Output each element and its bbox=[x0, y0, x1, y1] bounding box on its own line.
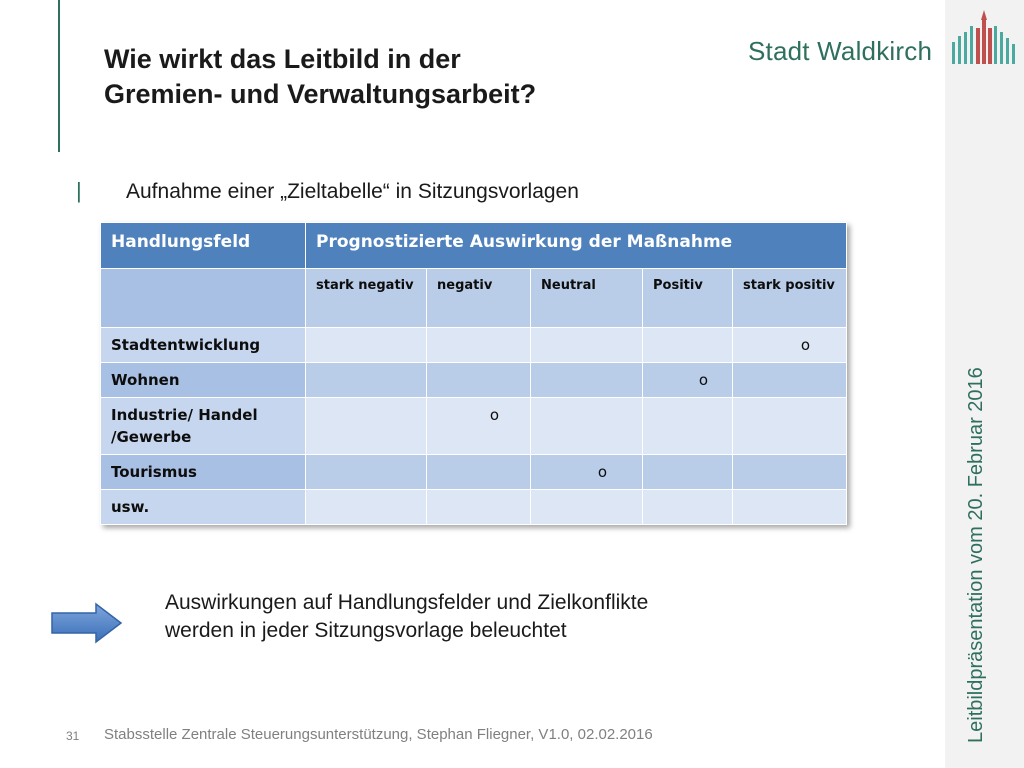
table-row: Stadtentwicklung o bbox=[100, 327, 847, 363]
rating-cell bbox=[530, 327, 643, 363]
header-auswirkung: Prognostizierte Auswirkung der Maßnahme bbox=[305, 222, 847, 269]
rating-cell bbox=[305, 327, 427, 363]
goal-table: Handlungsfeld Prognostizierte Auswirkung… bbox=[100, 222, 847, 525]
bullet-text: Aufnahme einer „Zieltabelle“ in Sitzungs… bbox=[126, 180, 579, 203]
rating-cell bbox=[426, 489, 531, 525]
table-row: Industrie/ Handel /Gewerbe o bbox=[100, 397, 847, 455]
subheader-cell: stark negativ bbox=[305, 268, 427, 328]
rating-cell bbox=[305, 362, 427, 398]
subheader-empty bbox=[100, 268, 306, 328]
rating-cell bbox=[732, 489, 847, 525]
footer-text: Stabsstelle Zentrale Steuerungsunterstüt… bbox=[104, 726, 653, 743]
rating-cell bbox=[305, 454, 427, 490]
rating-cell bbox=[530, 362, 643, 398]
rating-cell bbox=[305, 397, 427, 455]
rating-cell bbox=[642, 397, 733, 455]
rating-cell: o bbox=[530, 454, 643, 490]
right-arrow-icon bbox=[51, 602, 123, 644]
subheader-cell: negativ bbox=[426, 268, 531, 328]
rating-cell: o bbox=[426, 397, 531, 455]
page-number: 31 bbox=[66, 729, 80, 743]
row-label: Tourismus bbox=[100, 454, 306, 490]
title-line-1: Wie wirkt das Leitbild in der bbox=[104, 44, 461, 74]
table-subheader-row: stark negativ negativ Neutral Positiv st… bbox=[100, 268, 847, 328]
rating-cell bbox=[642, 489, 733, 525]
rating-cell bbox=[642, 327, 733, 363]
rating-cell bbox=[305, 489, 427, 525]
note-line-1: Auswirkungen auf Handlungsfelder und Zie… bbox=[165, 591, 649, 614]
rating-cell: o bbox=[642, 362, 733, 398]
table-row: Wohnen o bbox=[100, 362, 847, 398]
row-label: Industrie/ Handel /Gewerbe bbox=[100, 397, 306, 455]
rating-cell bbox=[426, 362, 531, 398]
bullet-marker: | bbox=[76, 178, 82, 203]
table-header-row: Handlungsfeld Prognostizierte Auswirkung… bbox=[100, 222, 847, 269]
summary-note: Auswirkungen auf Handlungsfelder und Zie… bbox=[165, 589, 865, 645]
town-skyline-logo-icon bbox=[952, 10, 1015, 64]
note-line-2: werden in jeder Sitzungsvorlage beleucht… bbox=[165, 619, 567, 642]
rating-cell bbox=[732, 454, 847, 490]
subheader-cell: stark positiv bbox=[732, 268, 847, 328]
row-label: Wohnen bbox=[100, 362, 306, 398]
title-line-2: Gremien- und Verwaltungsarbeit? bbox=[104, 79, 537, 109]
rating-cell bbox=[426, 327, 531, 363]
header-handlungsfeld: Handlungsfeld bbox=[100, 222, 306, 269]
rating-cell: o bbox=[732, 327, 847, 363]
row-label: usw. bbox=[100, 489, 306, 525]
logo-text: Stadt Waldkirch bbox=[748, 36, 933, 66]
rating-cell bbox=[732, 362, 847, 398]
accent-line bbox=[58, 0, 60, 152]
rating-cell bbox=[530, 489, 643, 525]
subheader-cell: Positiv bbox=[642, 268, 733, 328]
subheader-cell: Neutral bbox=[530, 268, 643, 328]
rating-cell bbox=[426, 454, 531, 490]
vertical-date-label: Leitbildpräsentation vom 20. Februar 201… bbox=[965, 367, 987, 743]
rating-cell bbox=[642, 454, 733, 490]
rating-cell bbox=[530, 397, 643, 455]
slide-title: Wie wirkt das Leitbild in der Gremien- u… bbox=[104, 42, 724, 112]
row-label: Stadtentwicklung bbox=[100, 327, 306, 363]
rating-cell bbox=[732, 397, 847, 455]
table-row: Tourismus o bbox=[100, 454, 847, 490]
sidebar-band bbox=[945, 0, 1024, 768]
table-row: usw. bbox=[100, 489, 847, 525]
